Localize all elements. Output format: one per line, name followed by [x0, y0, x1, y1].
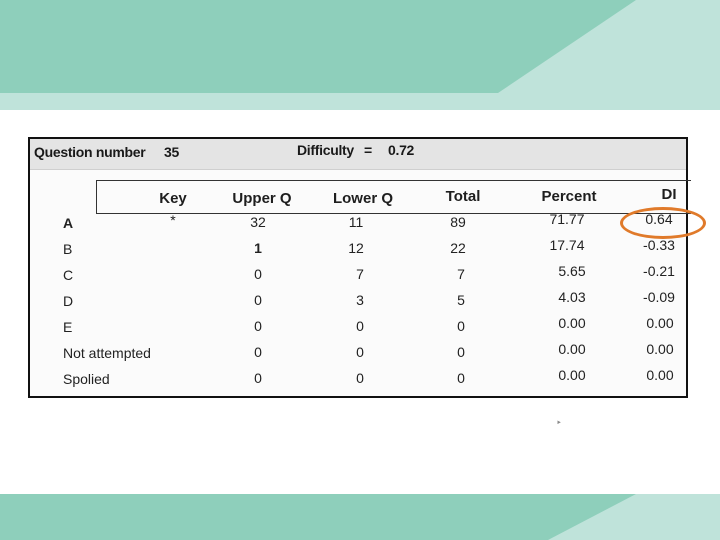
column-header-upper-q: Upper Q — [232, 190, 292, 207]
row-d-lower: 3 — [356, 292, 364, 308]
column-header-total: Total — [445, 188, 481, 205]
row-a-total: 89 — [450, 214, 466, 230]
row-c-upper: 0 — [254, 266, 262, 282]
row-label-spolied: Spolied — [63, 371, 110, 387]
column-header-percent: Percent — [541, 188, 597, 205]
row-c-di: -0.21 — [643, 263, 675, 279]
row-label-e: E — [63, 319, 73, 335]
column-header-key: Key — [159, 190, 187, 207]
difficulty-label: Difficulty — [297, 142, 354, 158]
question-number-label: Question number — [34, 144, 146, 160]
table-header-frame — [96, 180, 691, 214]
row-b-di: -0.33 — [643, 237, 675, 253]
row-label-not-attempted: Not attempted — [63, 345, 151, 361]
row-not-attempted-total: 0 — [457, 344, 465, 360]
top-decorative-band — [0, 0, 720, 110]
row-e-upper: 0 — [254, 318, 262, 334]
row-a-percent: 71.77 — [549, 211, 585, 227]
row-spolied-lower: 0 — [356, 370, 364, 386]
row-not-attempted-upper: 0 — [254, 344, 262, 360]
row-e-total: 0 — [457, 318, 465, 334]
row-not-attempted-lower: 0 — [356, 344, 364, 360]
row-d-percent: 4.03 — [558, 289, 586, 305]
row-a-lower: 11 — [348, 214, 364, 230]
row-d-di: -0.09 — [643, 289, 675, 305]
bottom-decorative-band — [0, 494, 720, 540]
row-spolied-di: 0.00 — [646, 367, 674, 383]
row-a-upper: 32 — [250, 214, 266, 230]
row-e-lower: 0 — [356, 318, 364, 334]
item-analysis-report: Question number 35 Difficulty = 0.72 Key… — [28, 137, 691, 429]
row-label-c: C — [63, 267, 74, 283]
row-c-percent: 5.65 — [558, 263, 586, 279]
row-d-total: 5 — [457, 292, 465, 308]
scan-speck: ‣ — [556, 418, 562, 429]
row-spolied-percent: 0.00 — [558, 367, 586, 383]
row-d-upper: 0 — [254, 292, 262, 308]
row-a-key: * — [170, 212, 176, 228]
question-number-value: 35 — [164, 144, 179, 160]
row-not-attempted-di: 0.00 — [646, 341, 674, 357]
row-spolied-upper: 0 — [254, 370, 262, 386]
row-label-d: D — [63, 293, 74, 309]
row-c-total: 7 — [457, 266, 465, 282]
report-header: Question number 35 Difficulty = 0.72 — [30, 139, 686, 170]
row-c-lower: 7 — [356, 266, 364, 282]
row-label-a: A — [63, 215, 74, 231]
row-b-upper: 1 — [254, 240, 262, 256]
row-b-lower: 12 — [348, 240, 364, 256]
di-highlight-ring — [620, 207, 706, 239]
column-header-lower-q: Lower Q — [332, 190, 393, 207]
row-b-percent: 17.74 — [549, 237, 585, 253]
row-not-attempted-percent: 0.00 — [558, 341, 586, 357]
row-label-b: B — [63, 241, 73, 257]
row-e-percent: 0.00 — [558, 315, 586, 331]
row-b-total: 22 — [450, 240, 466, 256]
difficulty-value: 0.72 — [388, 142, 415, 158]
row-e-di: 0.00 — [646, 315, 674, 331]
difficulty-equals: = — [364, 142, 372, 158]
column-header-di: DI — [661, 186, 677, 203]
row-spolied-total: 0 — [457, 370, 465, 386]
